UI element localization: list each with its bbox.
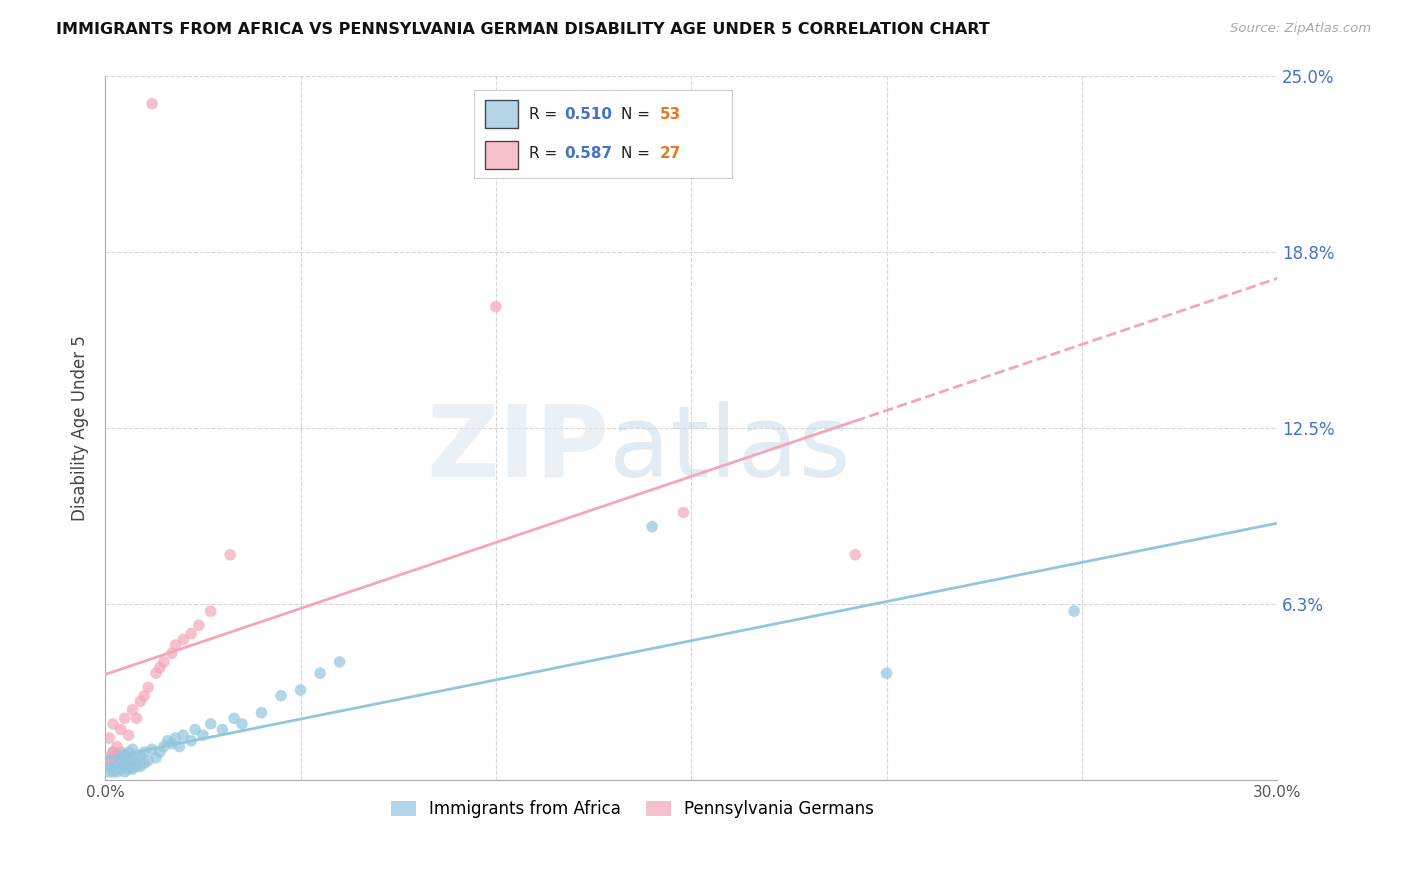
Point: [101, 717, 124, 731]
Point: [200, 717, 222, 731]
Point: [200, 604, 222, 618]
Point: [134, 689, 156, 703]
Point: [160, 647, 183, 661]
Point: [641, 519, 664, 533]
Point: [110, 754, 132, 768]
Point: [136, 754, 159, 768]
Point: [129, 759, 152, 773]
Point: [98, 750, 121, 764]
Point: [114, 756, 136, 771]
Point: [118, 762, 141, 776]
Point: [121, 754, 143, 768]
Point: [165, 731, 187, 745]
Point: [121, 703, 143, 717]
Point: [98, 731, 121, 745]
Point: [145, 666, 167, 681]
Point: [153, 739, 176, 754]
Point: [191, 728, 214, 742]
Text: ZIP: ZIP: [426, 401, 609, 498]
Point: [141, 742, 163, 756]
Point: [134, 745, 156, 759]
Point: [224, 711, 246, 725]
Point: [110, 745, 132, 759]
Point: [101, 750, 124, 764]
Point: [231, 717, 253, 731]
Point: [145, 750, 167, 764]
Point: [169, 739, 191, 754]
Point: [219, 548, 242, 562]
Point: [160, 737, 183, 751]
Point: [98, 754, 121, 768]
Point: [211, 723, 233, 737]
Point: [125, 711, 148, 725]
Point: [125, 750, 148, 764]
Point: [121, 742, 143, 756]
Point: [129, 694, 152, 708]
Point: [329, 655, 352, 669]
Point: [153, 655, 176, 669]
Point: [98, 759, 121, 773]
Point: [876, 666, 898, 681]
Point: [118, 728, 141, 742]
Point: [180, 734, 202, 748]
Point: [165, 638, 187, 652]
Point: [114, 711, 136, 725]
Point: [101, 759, 124, 773]
Point: [134, 756, 156, 771]
Point: [105, 764, 128, 779]
Point: [118, 745, 141, 759]
Point: [184, 723, 207, 737]
Point: [141, 96, 163, 111]
Point: [105, 747, 128, 762]
Text: atlas: atlas: [609, 401, 851, 498]
Y-axis label: Disability Age Under 5: Disability Age Under 5: [72, 335, 89, 521]
Point: [309, 666, 332, 681]
Point: [129, 747, 152, 762]
Point: [149, 745, 172, 759]
Text: IMMIGRANTS FROM AFRICA VS PENNSYLVANIA GERMAN DISABILITY AGE UNDER 5 CORRELATION: IMMIGRANTS FROM AFRICA VS PENNSYLVANIA G…: [56, 22, 990, 37]
Point: [101, 764, 124, 779]
Point: [125, 759, 148, 773]
Point: [672, 506, 695, 520]
Point: [270, 689, 292, 703]
Point: [485, 300, 508, 314]
Point: [250, 706, 273, 720]
Point: [110, 762, 132, 776]
Point: [136, 680, 159, 694]
Point: [172, 728, 194, 742]
Legend: Immigrants from Africa, Pennsylvania Germans: Immigrants from Africa, Pennsylvania Ger…: [384, 794, 882, 825]
Point: [290, 683, 312, 698]
Point: [101, 745, 124, 759]
Point: [114, 747, 136, 762]
Point: [98, 764, 121, 779]
Point: [149, 660, 172, 674]
Point: [172, 632, 194, 647]
Point: [844, 548, 866, 562]
Point: [180, 626, 202, 640]
Point: [156, 734, 179, 748]
Point: [110, 723, 132, 737]
Point: [114, 764, 136, 779]
Point: [188, 618, 211, 632]
Text: Source: ZipAtlas.com: Source: ZipAtlas.com: [1230, 22, 1371, 36]
Point: [101, 745, 124, 759]
Point: [118, 754, 141, 768]
Point: [105, 739, 128, 754]
Point: [105, 756, 128, 771]
Point: [121, 762, 143, 776]
Point: [1063, 604, 1085, 618]
